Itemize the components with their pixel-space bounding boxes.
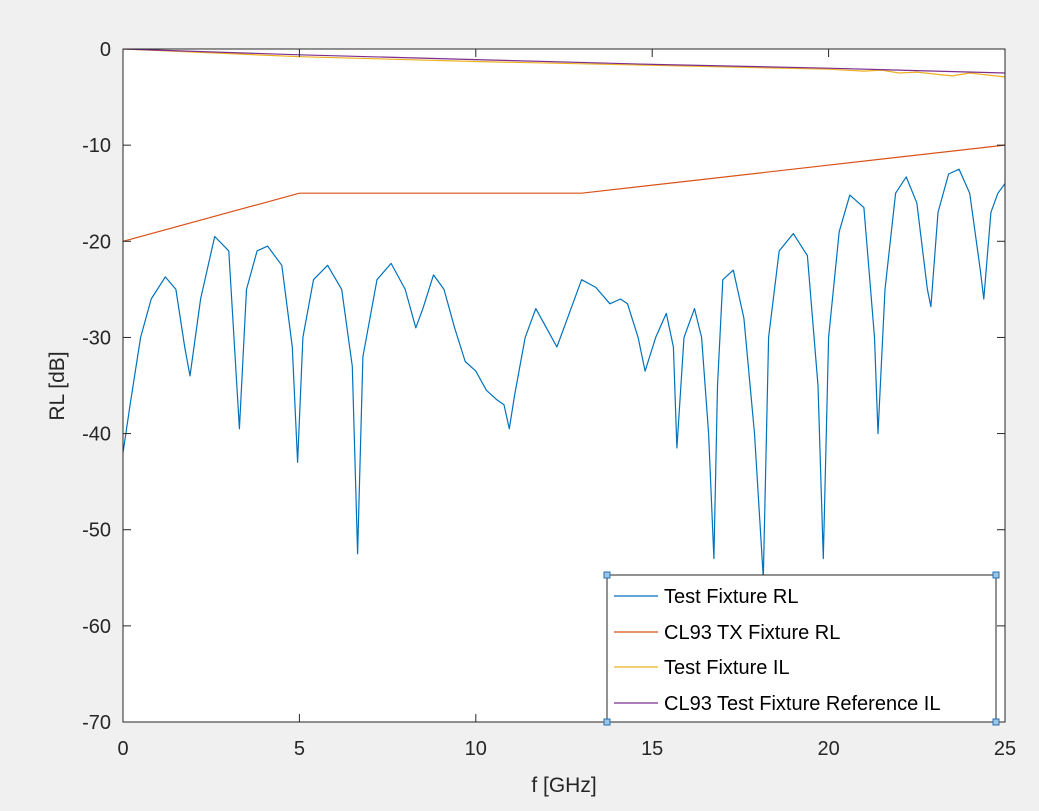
y-axis-label: RL [dB] — [46, 351, 69, 420]
legend-label-cl93-tx-fixture-rl: CL93 TX Fixture RL — [664, 622, 840, 644]
y-tick-label: -50 — [82, 520, 111, 542]
legend-label-test-fixture-rl: Test Fixture RL — [664, 586, 798, 608]
legend[interactable]: Test Fixture RL CL93 TX Fixture RL Test Fi… — [603, 571, 1000, 726]
legend-label-test-fixture-il: Test Fixture IL — [664, 657, 790, 679]
x-tick-label: 5 — [294, 738, 305, 760]
x-tick-label: 10 — [465, 738, 487, 760]
x-tick-label: 0 — [117, 738, 128, 760]
series-line-test-fixture-rl — [123, 168, 1005, 579]
x-axis-label: f [GHz] — [531, 774, 596, 797]
legend-selection-handle-bl[interactable] — [603, 718, 611, 726]
series-layer — [123, 49, 1005, 579]
legend-label-cl93-test-fixture-reference-il: CL93 Test Fixture Reference IL — [664, 693, 940, 715]
y-tick-label: -10 — [82, 135, 111, 157]
legend-selection-handle-br[interactable] — [992, 718, 1000, 726]
legend-items: Test Fixture RL CL93 TX Fixture RL Test Fi… — [614, 586, 940, 715]
y-tick-label: -60 — [82, 616, 111, 638]
axes-box — [122, 48, 1006, 723]
y-tick-label: -70 — [82, 712, 111, 734]
series-line-cl93-tx-fixture-rl — [123, 144, 1005, 242]
y-tick-label: -20 — [82, 231, 111, 253]
legend-selection-handle-tl[interactable] — [603, 571, 611, 579]
legend-box — [606, 574, 997, 723]
x-tick-label: 15 — [641, 738, 663, 760]
y-tick-label: 0 — [100, 39, 111, 61]
y-tick-label: -30 — [82, 327, 111, 349]
legend-selection-handle-tr[interactable] — [992, 571, 1000, 579]
x-tick-label: 25 — [994, 738, 1016, 760]
series-line-cl93-test-fixture-reference-il — [123, 49, 1005, 74]
y-tick-label: -40 — [82, 424, 111, 446]
x-tick-label: 20 — [817, 738, 839, 760]
